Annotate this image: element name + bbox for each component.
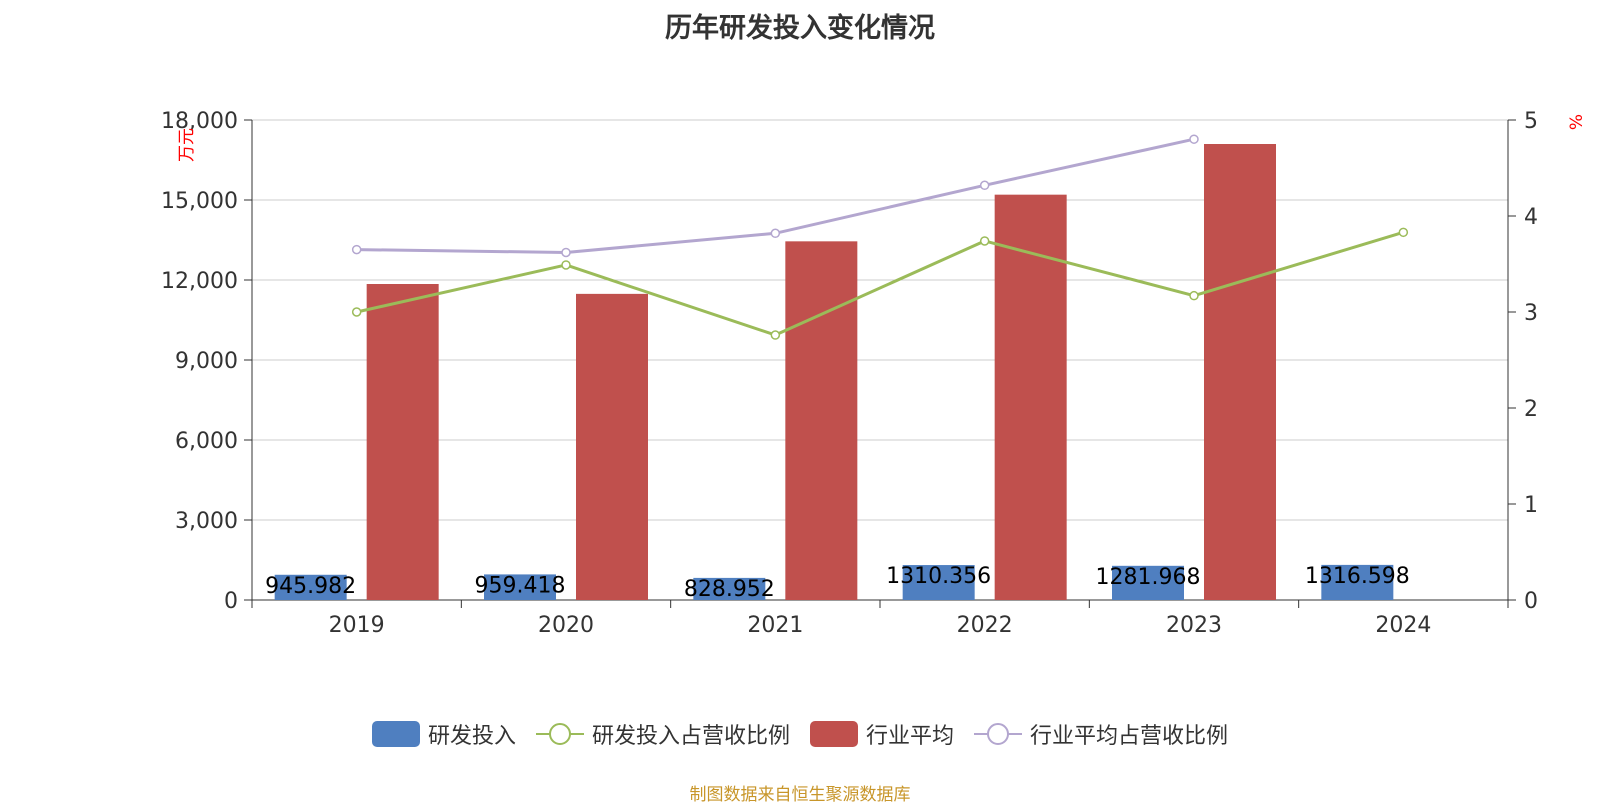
left-tick-label: 9,000 [175,349,238,374]
bar [1112,565,1184,600]
right-tick-label: 5 [1524,109,1538,134]
left-tick-label: 6,000 [175,429,238,454]
right-tick-label: 2 [1524,397,1538,422]
x-tick-label: 2019 [329,613,385,638]
data-labels: 945.982 959.418 828.952 1310.356 1281.968 131… [265,564,1410,602]
bar-value-label: 959.418 [475,573,566,598]
line-point [979,236,990,246]
bar [1321,564,1394,600]
gridlines [252,119,1508,521]
right-tick-label: 3 [1524,301,1538,326]
legend: 研发投入 研发投入占营收比例 行业平均 行业平均占营收比例 [0,718,1600,750]
bar [1204,144,1276,600]
legend-swatch-industry [810,721,858,747]
right-tick-label: 0 [1524,589,1538,614]
bar [693,577,766,600]
bar [484,574,556,600]
legend-label-industry-ratio: 行业平均占营收比例 [1030,724,1229,749]
bar-value-label: 1310.356 [886,564,991,589]
chart-title: 历年研发投入变化情况 [665,13,935,44]
bar-value-label: 945.982 [265,574,356,599]
line-point [770,228,781,239]
left-tick-label: 12,000 [161,269,238,294]
right-axis-ticks: 0 1 2 3 4 5 [1508,109,1538,614]
legend-item-industry-ratio[interactable]: 行业平均占营收比例 [974,718,1228,750]
line-point [561,247,571,258]
x-axis-ticks: 2019 2020 2021 2022 2023 2024 [251,600,1509,638]
source-note: 制图数据来自恒生聚源数据库 [689,785,911,805]
legend-label-industry: 行业平均 [866,724,955,749]
x-tick-label: 2023 [1166,613,1222,638]
bar-value-label: 828.952 [684,577,775,602]
x-tick-label: 2024 [1375,613,1431,638]
bar [785,241,858,601]
line-point [1189,290,1199,301]
legend-label-rd-ratio: 研发投入占营收比例 [591,724,790,749]
left-tick-label: 3,000 [175,509,238,534]
line-point [351,307,362,317]
bar-value-label: 1281.968 [1096,565,1201,590]
legend-item-industry[interactable]: 行业平均 [810,718,954,750]
bar [576,293,648,600]
left-axis-ticks: 0 3,000 6,000 9,000 12,000 15,000 18,000 [161,109,252,614]
line-point [1398,227,1409,238]
left-axis-title: 万元 [177,128,197,162]
line-point [979,180,990,191]
x-tick-label: 2020 [538,613,594,638]
bar [366,284,439,600]
legend-swatch-industry-ratio [974,723,1023,745]
lines [351,134,1409,340]
bar-value-label: 1316.598 [1305,564,1410,589]
legend-swatch-rd-ratio [535,723,584,745]
legend-label-rd: 研发投入 [427,724,516,749]
bar [994,194,1067,600]
right-tick-label: 4 [1524,205,1538,230]
line-point [1189,134,1199,144]
x-tick-label: 2021 [747,613,803,638]
legend-item-rd[interactable]: 研发投入 [371,718,516,750]
series-line [356,230,1404,337]
right-axis-title: % [1567,114,1587,130]
left-tick-label: 18,000 [161,109,238,134]
left-tick-label: 15,000 [161,189,238,214]
legend-swatch-rd [371,721,420,747]
bar [274,574,347,600]
line-point [351,244,362,255]
line-point [561,260,571,270]
bars [274,144,1394,601]
left-tick-label: 0 [224,589,238,614]
x-tick-label: 2022 [957,613,1013,638]
legend-item-rd-ratio[interactable]: 研发投入占营收比例 [535,718,790,750]
axes [251,120,1509,608]
bar [902,565,975,600]
line-point [770,330,781,340]
right-tick-label: 1 [1524,493,1538,518]
